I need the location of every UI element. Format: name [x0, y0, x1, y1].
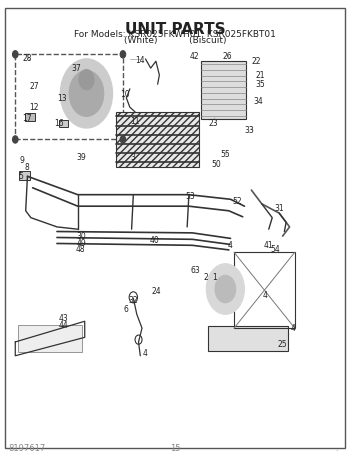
Circle shape — [13, 136, 18, 143]
Text: 33: 33 — [245, 126, 254, 135]
Text: UNIT PARTS: UNIT PARTS — [125, 22, 225, 37]
Circle shape — [120, 136, 126, 143]
Circle shape — [61, 59, 112, 128]
Text: 21: 21 — [255, 70, 265, 80]
Text: 54: 54 — [271, 245, 281, 254]
Text: 44: 44 — [59, 321, 69, 330]
Text: 24: 24 — [151, 287, 161, 296]
Text: 34: 34 — [253, 97, 263, 106]
Text: 49: 49 — [76, 238, 86, 248]
Text: 8: 8 — [25, 163, 29, 172]
Text: For Models: KSR025FKWH01, KSR025FKBT01: For Models: KSR025FKWH01, KSR025FKBT01 — [74, 30, 276, 39]
Text: 52: 52 — [233, 197, 242, 206]
Text: 3: 3 — [131, 153, 136, 163]
Text: 35: 35 — [255, 80, 265, 89]
Bar — [201, 61, 246, 119]
Text: 15: 15 — [170, 444, 180, 453]
Text: 30: 30 — [76, 232, 86, 241]
Text: 63: 63 — [191, 266, 201, 275]
Text: 37: 37 — [71, 63, 81, 73]
Text: 17: 17 — [23, 114, 32, 123]
Text: 4: 4 — [263, 291, 268, 300]
Bar — [18, 325, 82, 352]
Text: 8197617: 8197617 — [8, 444, 46, 453]
Text: 14: 14 — [135, 56, 145, 65]
Text: 28: 28 — [23, 55, 32, 63]
Text: 6: 6 — [124, 305, 129, 314]
Text: 26: 26 — [222, 52, 232, 61]
Text: (White)           (Biscuit): (White) (Biscuit) — [124, 37, 226, 45]
Circle shape — [69, 70, 104, 116]
Text: 23: 23 — [208, 119, 218, 128]
Bar — [15, 54, 123, 139]
Text: 5: 5 — [18, 172, 23, 181]
Text: 32: 32 — [128, 296, 138, 305]
Bar — [59, 120, 68, 127]
Text: 10: 10 — [120, 90, 130, 99]
Bar — [116, 112, 199, 167]
Text: 43: 43 — [59, 314, 69, 324]
Circle shape — [120, 50, 126, 58]
Circle shape — [206, 264, 244, 314]
Circle shape — [79, 69, 94, 90]
Bar — [20, 171, 30, 180]
Text: 9: 9 — [19, 156, 24, 165]
Text: 2: 2 — [204, 273, 209, 282]
Text: 12: 12 — [30, 103, 39, 112]
Circle shape — [13, 50, 18, 58]
Text: 27: 27 — [29, 82, 39, 91]
Text: 16: 16 — [54, 119, 63, 128]
Text: 48: 48 — [76, 245, 85, 254]
Text: 4: 4 — [143, 349, 148, 358]
Bar — [234, 252, 295, 328]
Text: 4: 4 — [228, 241, 233, 250]
Text: 55: 55 — [220, 150, 230, 159]
Text: 31: 31 — [274, 204, 284, 213]
Text: 11: 11 — [130, 117, 140, 125]
Circle shape — [215, 275, 236, 303]
Text: .: . — [336, 444, 338, 453]
Bar — [208, 326, 288, 351]
Text: 25: 25 — [278, 340, 287, 349]
Text: 39: 39 — [76, 153, 86, 163]
Text: 13: 13 — [57, 94, 67, 102]
Text: 42: 42 — [189, 52, 199, 61]
Text: 50: 50 — [212, 160, 222, 169]
Bar — [25, 113, 35, 121]
Text: 4: 4 — [290, 324, 295, 332]
Text: 40: 40 — [149, 236, 159, 245]
Text: 53: 53 — [186, 193, 196, 201]
Text: 22: 22 — [252, 57, 261, 66]
Text: 1: 1 — [212, 273, 217, 282]
Text: 41: 41 — [264, 241, 274, 250]
